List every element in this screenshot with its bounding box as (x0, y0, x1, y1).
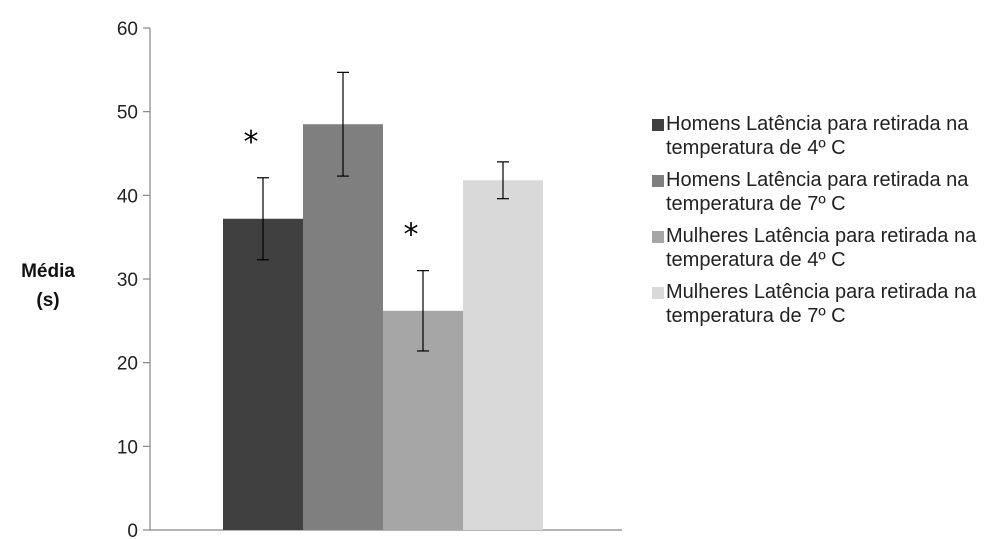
legend-swatch (652, 175, 664, 187)
legend-swatch (652, 119, 664, 131)
legend-item: Mulheres Latência para retirada na tempe… (652, 280, 982, 328)
legend-label: Homens Latência para retirada na tempera… (666, 169, 969, 215)
y-tick-label: 60 (117, 19, 138, 40)
significance-marker: * (404, 218, 419, 253)
bar (463, 180, 543, 531)
y-tick-label: 20 (117, 354, 138, 375)
annotations: ** (244, 125, 419, 253)
legend: Homens Latência para retirada na tempera… (652, 112, 982, 336)
legend-swatch (652, 287, 664, 299)
legend-label: Mulheres Latência para retirada na tempe… (666, 225, 977, 271)
bars (223, 124, 543, 531)
bar (223, 218, 303, 530)
legend-label: Mulheres Latência para retirada na tempe… (666, 281, 977, 327)
legend-label: Homens Latência para retirada na tempera… (666, 113, 969, 159)
y-tick-label: 10 (117, 437, 138, 458)
y-axis-label-line-1: Média (21, 261, 75, 282)
bar (303, 124, 383, 530)
legend-item: Mulheres Latência para retirada na tempe… (652, 224, 982, 272)
legend-item: Homens Latência para retirada na tempera… (652, 112, 982, 160)
legend-item: Homens Latência para retirada na tempera… (652, 168, 982, 216)
error-bars (257, 71, 509, 352)
y-tick-label: 40 (117, 186, 138, 207)
y-tick-label: 30 (117, 270, 138, 291)
legend-swatch (652, 231, 664, 243)
y-tick-label: 50 (117, 103, 138, 124)
y-axis: 0 10 20 30 40 50 60 (117, 19, 622, 539)
significance-marker: * (244, 125, 259, 160)
y-tick-label: 0 (127, 521, 138, 539)
y-axis-label-line-2: (s) (36, 290, 59, 311)
